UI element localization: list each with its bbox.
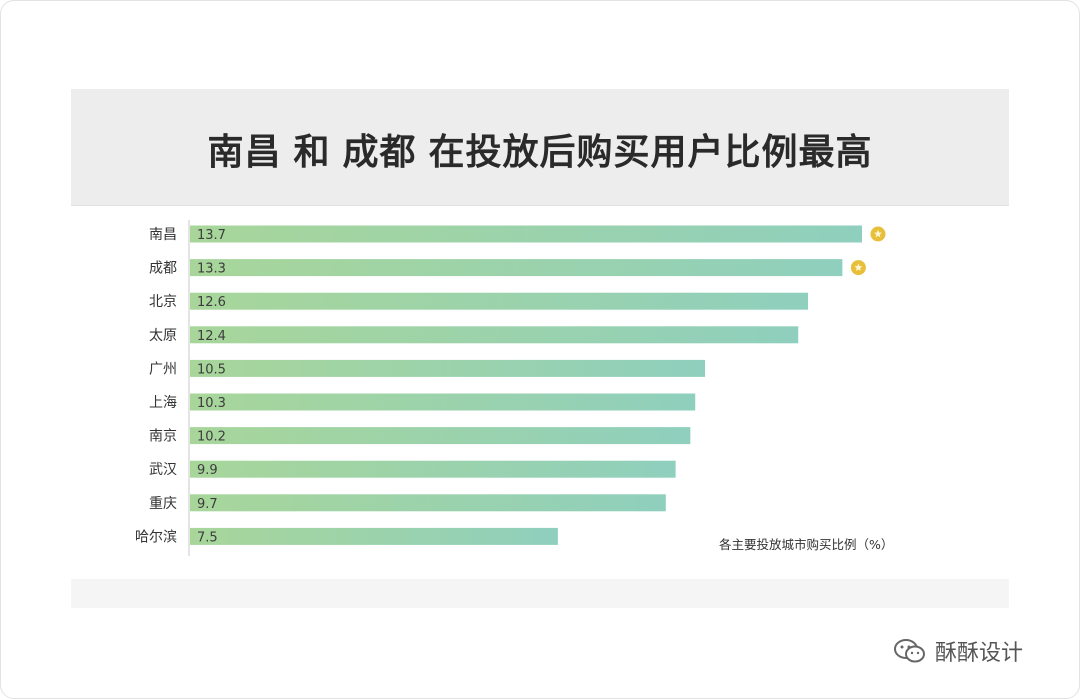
- category-label: 武汉: [149, 462, 177, 478]
- bar: [190, 326, 799, 344]
- category-label: 北京: [149, 294, 177, 310]
- title-band: 南昌和成都 在投放后购买用户比例最高: [71, 89, 1009, 206]
- value-label: 13.7: [197, 228, 226, 243]
- chart-panel: 南昌 13.7 成都 13.3 北京 12.6 太原 12.4 广州 10.5 上海 10.3 南京 10…: [71, 206, 1009, 579]
- gold-star-badge-icon: [870, 226, 886, 242]
- bar-chart: 南昌 13.7 成都 13.3 北京 12.6 太原 12.4 广州 10.5 上海 10.3 南京 10…: [135, 220, 893, 556]
- bar: [190, 292, 809, 310]
- bar: [190, 393, 696, 411]
- value-label: 10.3: [197, 396, 226, 411]
- slide: 南昌和成都 在投放后购买用户比例最高 南昌 13.7 成都 13.3 北京 12.6 太原 12…: [71, 89, 1009, 608]
- bar: [190, 427, 691, 445]
- value-label: 9.7: [197, 497, 218, 512]
- bar: [190, 460, 676, 478]
- title-rest: 在投放后购买用户比例最高: [428, 131, 873, 173]
- bar: [190, 259, 843, 277]
- category-label: 太原: [149, 328, 177, 344]
- title-city-1: 南昌: [207, 131, 282, 173]
- bar: [190, 359, 706, 377]
- bar: [190, 494, 666, 512]
- value-label: 9.9: [197, 463, 218, 478]
- watermark-text: 酥酥设计: [935, 641, 1024, 666]
- category-label: 南昌: [149, 227, 177, 243]
- category-label: 南京: [149, 429, 177, 445]
- category-label: 上海: [149, 395, 177, 411]
- gold-star-badge-icon: [850, 260, 866, 276]
- bar: [190, 527, 558, 545]
- value-label: 12.4: [197, 329, 226, 344]
- value-label: 13.3: [197, 262, 226, 277]
- category-label: 成都: [149, 261, 177, 277]
- chart-title: 南昌和成都 在投放后购买用户比例最高: [71, 123, 1009, 175]
- category-label: 广州: [149, 361, 177, 377]
- category-label: 哈尔滨: [135, 529, 177, 545]
- value-label: 10.2: [197, 430, 226, 445]
- wechat-icon: [894, 639, 925, 663]
- title-city-2: 成都: [342, 131, 417, 173]
- category-label: 重庆: [149, 496, 177, 512]
- value-label: 12.6: [197, 295, 226, 310]
- chart-annotation: 各主要投放城市购买比例（%）: [719, 537, 893, 552]
- title-connector: 和: [293, 131, 331, 173]
- value-label: 7.5: [197, 530, 218, 545]
- value-label: 10.5: [197, 362, 226, 377]
- watermark: 酥酥设计: [893, 636, 1023, 666]
- bar: [190, 225, 862, 243]
